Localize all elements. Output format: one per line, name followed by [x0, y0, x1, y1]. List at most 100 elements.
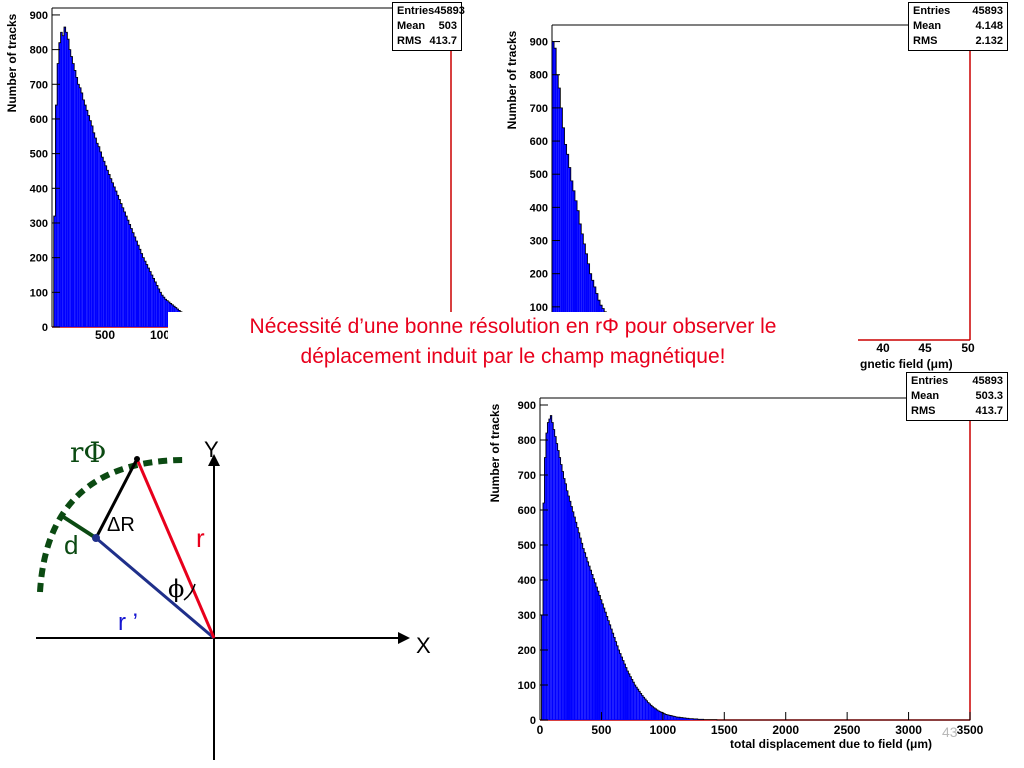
histogram-bar	[590, 570, 592, 720]
histogram-bar	[111, 182, 114, 327]
histogram-bar	[618, 650, 620, 720]
histogram-bar	[560, 464, 563, 720]
histogram-bar	[596, 587, 598, 720]
histogram-bar	[87, 115, 90, 327]
histogram-bar	[587, 561, 589, 720]
y-tick-label: 0	[530, 715, 536, 727]
histogram-bar	[587, 263, 590, 340]
histogram-bar	[65, 32, 68, 328]
y-tick-label: 600	[30, 114, 48, 126]
histogram-bar	[70, 56, 73, 327]
y-tick-label: 500	[30, 149, 48, 161]
original-point	[134, 456, 140, 462]
stat-value: 503.3	[975, 390, 1003, 402]
x-tick-label: 2000	[772, 723, 799, 737]
histogram-bar	[72, 63, 75, 327]
histogram-bar	[547, 422, 549, 720]
histogram-bar	[638, 691, 641, 720]
rphi-arc	[37, 457, 187, 593]
histogram-bar	[625, 667, 627, 720]
histogram-bar	[565, 483, 567, 720]
histogram-bar	[151, 274, 153, 327]
y-tick-label: 600	[530, 136, 548, 148]
y-tick-label: 300	[518, 610, 536, 622]
histogram-bar	[680, 717, 682, 720]
x-tick-label: 40	[876, 341, 890, 355]
histogram-bar	[570, 506, 573, 720]
r-line	[135, 458, 216, 639]
histogram-bar	[541, 615, 543, 720]
histogram-bar	[560, 107, 563, 340]
y-tick-label: 300	[530, 236, 548, 248]
histogram-bar	[598, 595, 601, 720]
y-tick-label: 100	[530, 302, 548, 314]
y-tick-label: 400	[518, 575, 536, 587]
stat-value: 413.7	[429, 35, 457, 47]
histogram-bar	[58, 42, 61, 327]
histogram-bar	[582, 548, 585, 720]
histogram-bar	[606, 616, 608, 720]
histogram-bar	[147, 268, 150, 327]
stats-box-top-right: Entries 45893 Mean 4.148 RMS 2.132	[908, 2, 1008, 51]
histogram-bar	[641, 695, 644, 720]
histogram-bar	[166, 300, 169, 327]
histogram-bar	[562, 471, 564, 720]
label-r-prime: r ’	[118, 609, 138, 636]
stat-value: 2.132	[975, 35, 1003, 47]
delta-r-line	[94, 458, 139, 539]
histogram-bar	[152, 278, 155, 327]
histogram-bar	[640, 693, 642, 720]
y-tick-label: 900	[518, 400, 536, 412]
histogram-bar	[77, 84, 80, 327]
histogram-bar	[127, 220, 129, 327]
stat-label: Entries	[913, 5, 951, 17]
histogram-bar	[563, 478, 566, 720]
histogram-bar	[677, 717, 679, 720]
histogram-bar	[144, 261, 147, 327]
histogram-bar	[631, 679, 633, 720]
histogram-bar	[591, 280, 594, 340]
histogram-bar	[656, 709, 658, 720]
histogram-bar	[554, 436, 557, 720]
x-tick-label: 500	[95, 328, 115, 342]
histogram-bar	[649, 703, 651, 720]
histogram-bar	[566, 154, 569, 340]
stat-value: 45893	[972, 375, 1003, 387]
y-tick-label: 700	[518, 470, 536, 482]
histogram-bar	[594, 582, 597, 720]
r-prime-line	[95, 536, 215, 640]
histogram-bar	[629, 676, 632, 720]
histogram-bar	[674, 716, 676, 720]
x-tick-label: 1500	[711, 723, 738, 737]
histogram-bar	[123, 211, 126, 327]
y-axis-label: Number of tracks	[488, 403, 502, 502]
histogram-bar	[574, 200, 578, 340]
histogram-bar	[568, 167, 571, 340]
histogram-bar	[589, 273, 592, 340]
histogram-bar	[691, 718, 694, 720]
histogram-bar	[566, 490, 569, 720]
y-tick-label: 700	[30, 79, 48, 91]
slide-caption: Nécessité d’une bonne résolution en rΦ p…	[168, 312, 858, 374]
histogram-bar	[693, 718, 695, 720]
stat-label: Mean	[911, 390, 940, 402]
histogram-bar	[616, 645, 619, 720]
histogram-bar	[613, 637, 616, 720]
histogram-bar	[79, 87, 82, 327]
histogram-bar	[103, 161, 106, 327]
histogram-bar	[98, 146, 100, 327]
y-tick-label: 800	[30, 45, 48, 57]
histogram-bar	[597, 591, 599, 720]
y-tick-label: 100	[518, 680, 536, 692]
histogram-bar	[581, 233, 584, 340]
x-tick-label: 3500	[957, 723, 984, 737]
histogram-bar	[637, 689, 639, 720]
y-tick-label: 800	[518, 435, 536, 447]
histogram-bar	[99, 151, 102, 327]
stat-value: 503	[438, 20, 457, 32]
histogram-bar	[654, 708, 657, 720]
histogram-bar	[601, 603, 604, 720]
stat-label: Entries	[911, 375, 949, 387]
histogram-bar	[669, 715, 672, 720]
histogram-bar	[585, 253, 588, 340]
